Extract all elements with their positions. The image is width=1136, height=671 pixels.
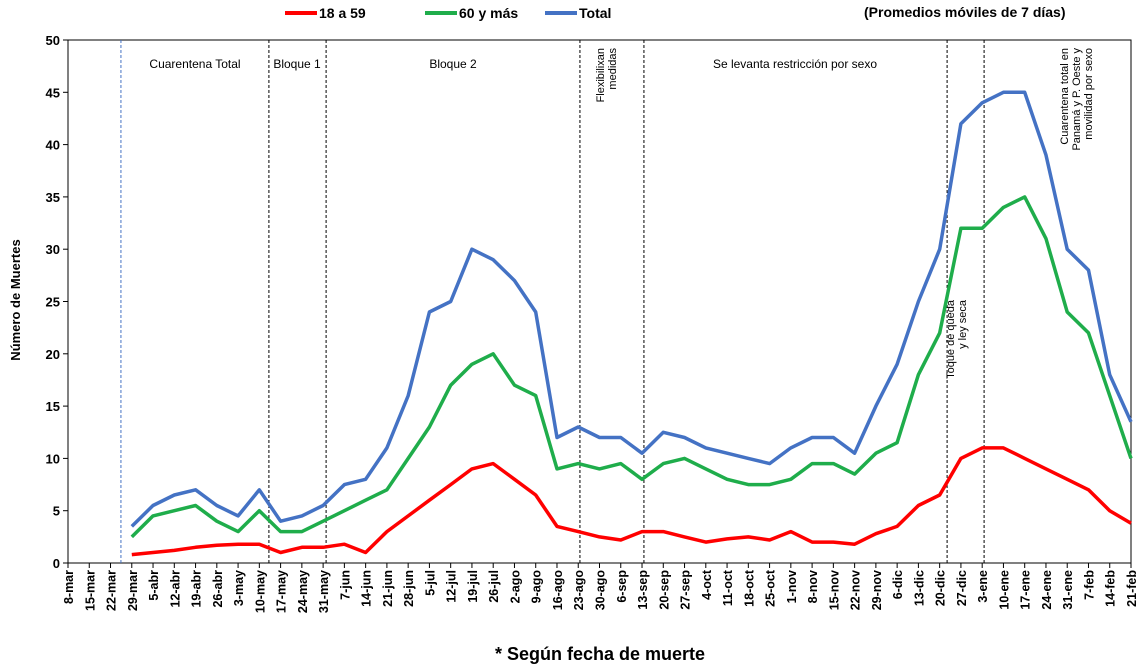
x-tick-label: 11-oct — [721, 569, 735, 606]
x-tick-label: 7-feb — [1082, 570, 1096, 600]
x-tick-label: 29-mar — [126, 570, 140, 611]
x-tick-label: 21-feb — [1125, 570, 1136, 607]
x-tick-label: 10-ene — [997, 570, 1011, 610]
series-line — [131, 446, 1132, 557]
x-tick-label: 18-oct — [742, 569, 756, 607]
x-tick-label: 28-jun — [402, 570, 416, 607]
annotation: movilidad por sexo — [1083, 48, 1095, 140]
x-tick-label: 26-jul — [487, 570, 501, 603]
x-tick-label: 27-sep — [679, 570, 693, 610]
x-tick-label: 12-abr — [168, 570, 182, 608]
x-tick-label: 15-nov — [827, 570, 841, 610]
annotation: Cuarentena total en — [1059, 48, 1071, 145]
legend-label: Total — [579, 5, 611, 21]
x-tick-label: 25-oct — [764, 569, 778, 607]
x-tick-label: 16-ago — [551, 570, 565, 611]
y-tick-label: 25 — [46, 295, 60, 310]
y-tick-label: 50 — [46, 33, 60, 48]
x-tick-label: 7-jun — [338, 570, 352, 600]
x-tick-label: 19-abr — [190, 570, 204, 608]
y-tick-label: 0 — [53, 556, 60, 571]
x-tick-label: 8-nov — [806, 570, 820, 603]
y-tick-label: 10 — [46, 451, 60, 466]
x-tick-label: 24-ene — [1040, 570, 1054, 610]
y-tick-label: 40 — [46, 138, 60, 153]
x-tick-label: 15-mar — [83, 570, 97, 611]
x-tick-label: 12-jul — [445, 570, 459, 603]
x-tick-label: 3-may — [232, 570, 246, 606]
x-tick-label: 29-nov — [870, 570, 884, 610]
x-tick-label: 9-ago — [530, 570, 544, 604]
annotation: medidas — [607, 48, 619, 90]
y-axis-label: Número de Muertes — [8, 239, 23, 360]
x-tick-label: 6-dic — [891, 570, 905, 599]
x-tick-label: 22-mar — [105, 570, 119, 611]
annotation: Bloque 1 — [273, 57, 321, 71]
x-tick-label: 5-jul — [423, 570, 437, 596]
x-tick-label: 4-oct — [700, 569, 714, 600]
x-tick-label: 24-may — [296, 570, 310, 613]
x-tick-label: 8-mar — [62, 570, 76, 604]
x-tick-label: 19-jul — [466, 570, 480, 603]
annotation: Bloque 2 — [429, 57, 477, 71]
annotation: y ley seca — [957, 299, 969, 349]
x-tick-label: 23-ago — [572, 570, 586, 611]
annotation: Flexibilixan — [595, 48, 607, 102]
y-tick-label: 45 — [46, 85, 60, 100]
x-tick-label: 17-ene — [1019, 570, 1033, 610]
annotation: Se levanta restricción por sexo — [713, 57, 877, 71]
y-tick-label: 20 — [46, 347, 60, 362]
annotation: Panamá y P. Oeste y — [1071, 48, 1083, 151]
x-tick-label: 27-dic — [955, 570, 969, 606]
series-line — [130, 195, 1133, 539]
plot-frame — [67, 39, 1132, 564]
y-tick-label: 30 — [46, 242, 60, 257]
x-tick-label: 10-may — [253, 570, 267, 613]
x-tick-label: 6-sep — [615, 570, 629, 603]
x-tick-label: 21-jun — [381, 570, 395, 607]
x-tick-label: 31-ene — [1061, 570, 1075, 610]
x-tick-label: 31-may — [317, 570, 331, 613]
series-line — [130, 90, 1133, 528]
legend-label: 18 a 59 — [319, 5, 366, 21]
x-tick-label: 20-dic — [934, 570, 948, 606]
y-tick-label: 15 — [46, 399, 60, 414]
annotation: Toque de queda — [945, 299, 957, 379]
x-tick-label: 13-dic — [912, 570, 926, 606]
annotation: Cuarentena Total — [149, 57, 240, 71]
y-tick-label: 35 — [46, 190, 60, 205]
x-tick-label: 14-feb — [1104, 570, 1118, 607]
x-tick-label: 5-abr — [147, 570, 161, 601]
footnote: * Según fecha de muerte — [495, 644, 705, 664]
x-tick-label: 20-sep — [657, 570, 671, 610]
x-tick-label: 3-ene — [976, 570, 990, 603]
x-tick-label: 26-abr — [211, 570, 225, 608]
subtitle: (Promedios móviles de 7 días) — [864, 4, 1066, 20]
x-tick-label: 14-jun — [360, 570, 374, 607]
x-tick-label: 30-ago — [594, 570, 608, 611]
x-tick-label: 2-ago — [508, 570, 522, 604]
x-tick-label: 22-nov — [849, 570, 863, 610]
legend-label: 60 y más — [459, 5, 518, 21]
x-tick-label: 13-sep — [636, 570, 650, 610]
y-tick-label: 5 — [53, 504, 60, 519]
x-tick-label: 1-nov — [785, 570, 799, 603]
x-tick-label: 17-may — [275, 570, 289, 613]
